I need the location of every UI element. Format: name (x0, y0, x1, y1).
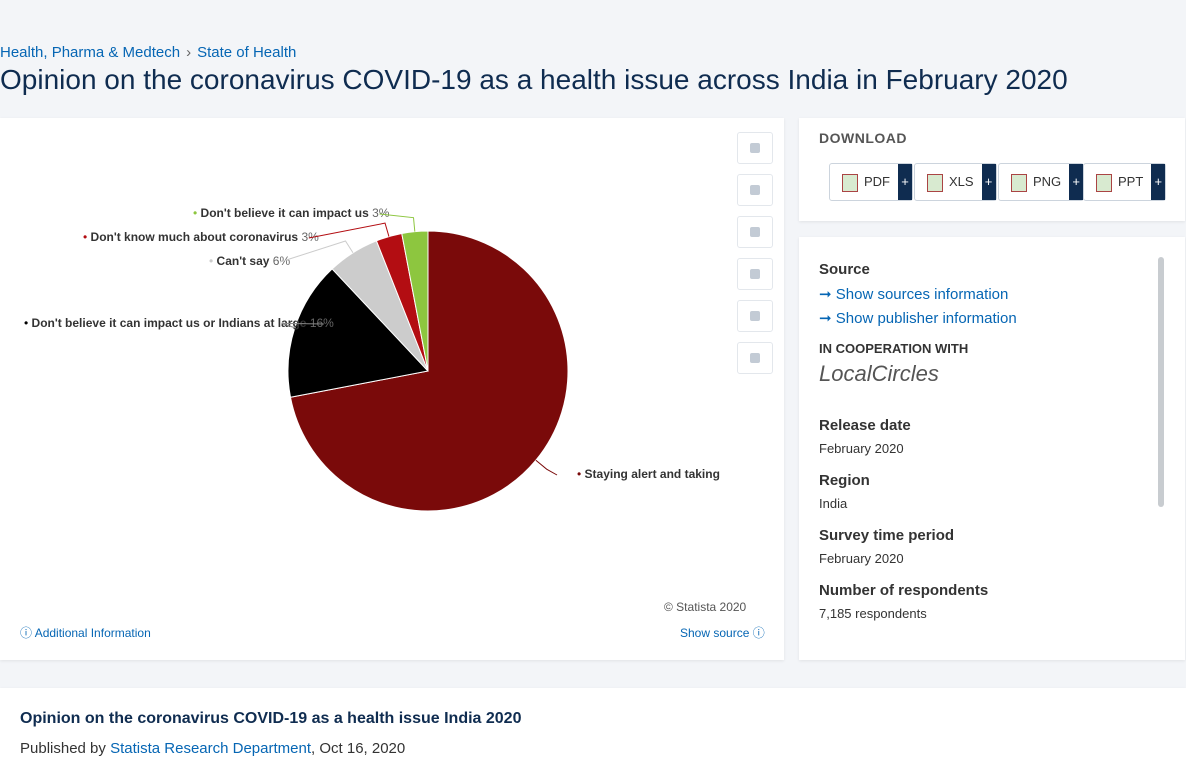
plus: + (1151, 164, 1166, 200)
detail-label: Number of respondents (819, 582, 989, 599)
download-heading: DOWNLOAD (819, 130, 907, 146)
page-title: Opinion on the coronavirus COVID-19 as a… (0, 64, 1068, 95)
category-label: Staying alert and taking (585, 467, 720, 481)
button-label: PNG (1033, 174, 1062, 189)
print-button[interactable] (737, 342, 773, 374)
chart: • Staying alert and taking• Don't believ… (24, 206, 720, 512)
connector (535, 459, 558, 476)
cooperation-heading: IN COOPERATION WITH (819, 341, 969, 356)
cite-button[interactable] (737, 300, 773, 332)
footer-title: Opinion on the coronavirus COVID-19 as a… (20, 710, 522, 727)
value-label: 3% (301, 230, 319, 244)
publisher-link[interactable]: Statista Research Department (110, 740, 312, 757)
file-icon (1011, 174, 1027, 192)
file-icon (842, 174, 858, 192)
data-label: • Staying alert and taking (577, 467, 720, 481)
breadcrumb-link[interactable]: Health, Pharma & Medtech (0, 44, 181, 61)
detail-label: Region (819, 472, 870, 489)
bullet: • (193, 206, 201, 220)
pie-slice (287, 268, 429, 398)
data-label: • Don't believe it can impact us or Indi… (24, 316, 334, 330)
settings-button[interactable] (737, 216, 773, 248)
detail-label: Release date (819, 417, 911, 434)
file-icon (927, 174, 943, 192)
bullet: • (83, 230, 91, 244)
bullet: • (209, 254, 217, 268)
download-card: DOWNLOAD PDF + XLS + PNG + PPT + (799, 118, 1185, 221)
alert-button[interactable] (737, 174, 773, 206)
separator: › (186, 44, 192, 61)
published-by: Published by (20, 740, 106, 757)
show-source-link[interactable]: Show source ⓘ (680, 626, 765, 640)
connector (308, 222, 390, 239)
copyright: © Statista 2020 (664, 600, 747, 614)
link-text: Additional Information (34, 626, 151, 640)
plus: + (1069, 164, 1084, 200)
detail-label: Survey time period (819, 527, 955, 544)
source-heading: Source (819, 261, 870, 278)
favorite-button[interactable] (737, 132, 773, 164)
share-button[interactable] (737, 258, 773, 290)
plus: + (898, 164, 912, 200)
category-label: Don't believe it can impact us (201, 206, 370, 220)
breadcrumb-link[interactable]: State of Health (197, 44, 297, 61)
publisher-line: Published by Statista Research Departmen… (20, 740, 405, 757)
footer: Opinion on the coronavirus COVID-19 as a… (0, 688, 1186, 760)
data-label: • Can't say 6% (209, 254, 290, 268)
download-button[interactable]: PNG + (998, 163, 1085, 201)
plus: + (981, 164, 996, 200)
category-label: Can't say (217, 254, 270, 268)
bullet: • (24, 316, 32, 330)
connector (281, 322, 324, 329)
button-label: PPT (1118, 174, 1144, 189)
connector (379, 213, 416, 232)
button-label: PDF (864, 174, 890, 189)
download-button[interactable]: PDF + (829, 163, 913, 201)
additional-info-link[interactable]: ⓘ Additional Information (20, 626, 151, 640)
show-publisher-link[interactable]: ➞ Show publisher information (819, 310, 1017, 327)
publish-date: , Oct 16, 2020 (311, 740, 406, 757)
download-button[interactable]: XLS + (914, 163, 997, 201)
detail-value: 7,185 respondents (819, 606, 927, 621)
data-label: • Don't believe it can impact us 3% (193, 206, 390, 220)
category-label: Don't know much about coronavirus (91, 230, 299, 244)
detail-value: India (819, 496, 848, 511)
breadcrumb: Health, Pharma & Medtech › State of Health (0, 44, 296, 61)
chart-card: • Staying alert and taking • Don't believ… (0, 118, 784, 660)
show-sources-link[interactable]: ➞ Show sources information (819, 286, 1009, 303)
button-label: XLS (949, 174, 974, 189)
details-card: Source ➞ Show sources information ➞ Show… (799, 237, 1185, 660)
category-label: Don't believe it can impact us or Indian… (32, 316, 307, 330)
pie-slice (289, 230, 569, 512)
pie-slice (401, 230, 429, 372)
link-text: Show source (680, 626, 750, 640)
bullet: • (577, 467, 585, 481)
detail-value: February 2020 (819, 551, 904, 566)
file-icon (1096, 174, 1112, 192)
partner-logo: LocalCircles (819, 361, 939, 386)
value-label: 16% (310, 316, 334, 330)
link-text: Show sources information (835, 286, 1009, 303)
scrollbar[interactable] (1158, 257, 1164, 507)
link-text: Show publisher information (835, 310, 1017, 327)
data-label: • Don't know much about coronavirus 3% (83, 230, 319, 244)
detail-value: February 2020 (819, 441, 904, 456)
connector (279, 240, 354, 263)
value-label: 3% (372, 206, 390, 220)
download-button[interactable]: PPT + (1083, 163, 1167, 201)
